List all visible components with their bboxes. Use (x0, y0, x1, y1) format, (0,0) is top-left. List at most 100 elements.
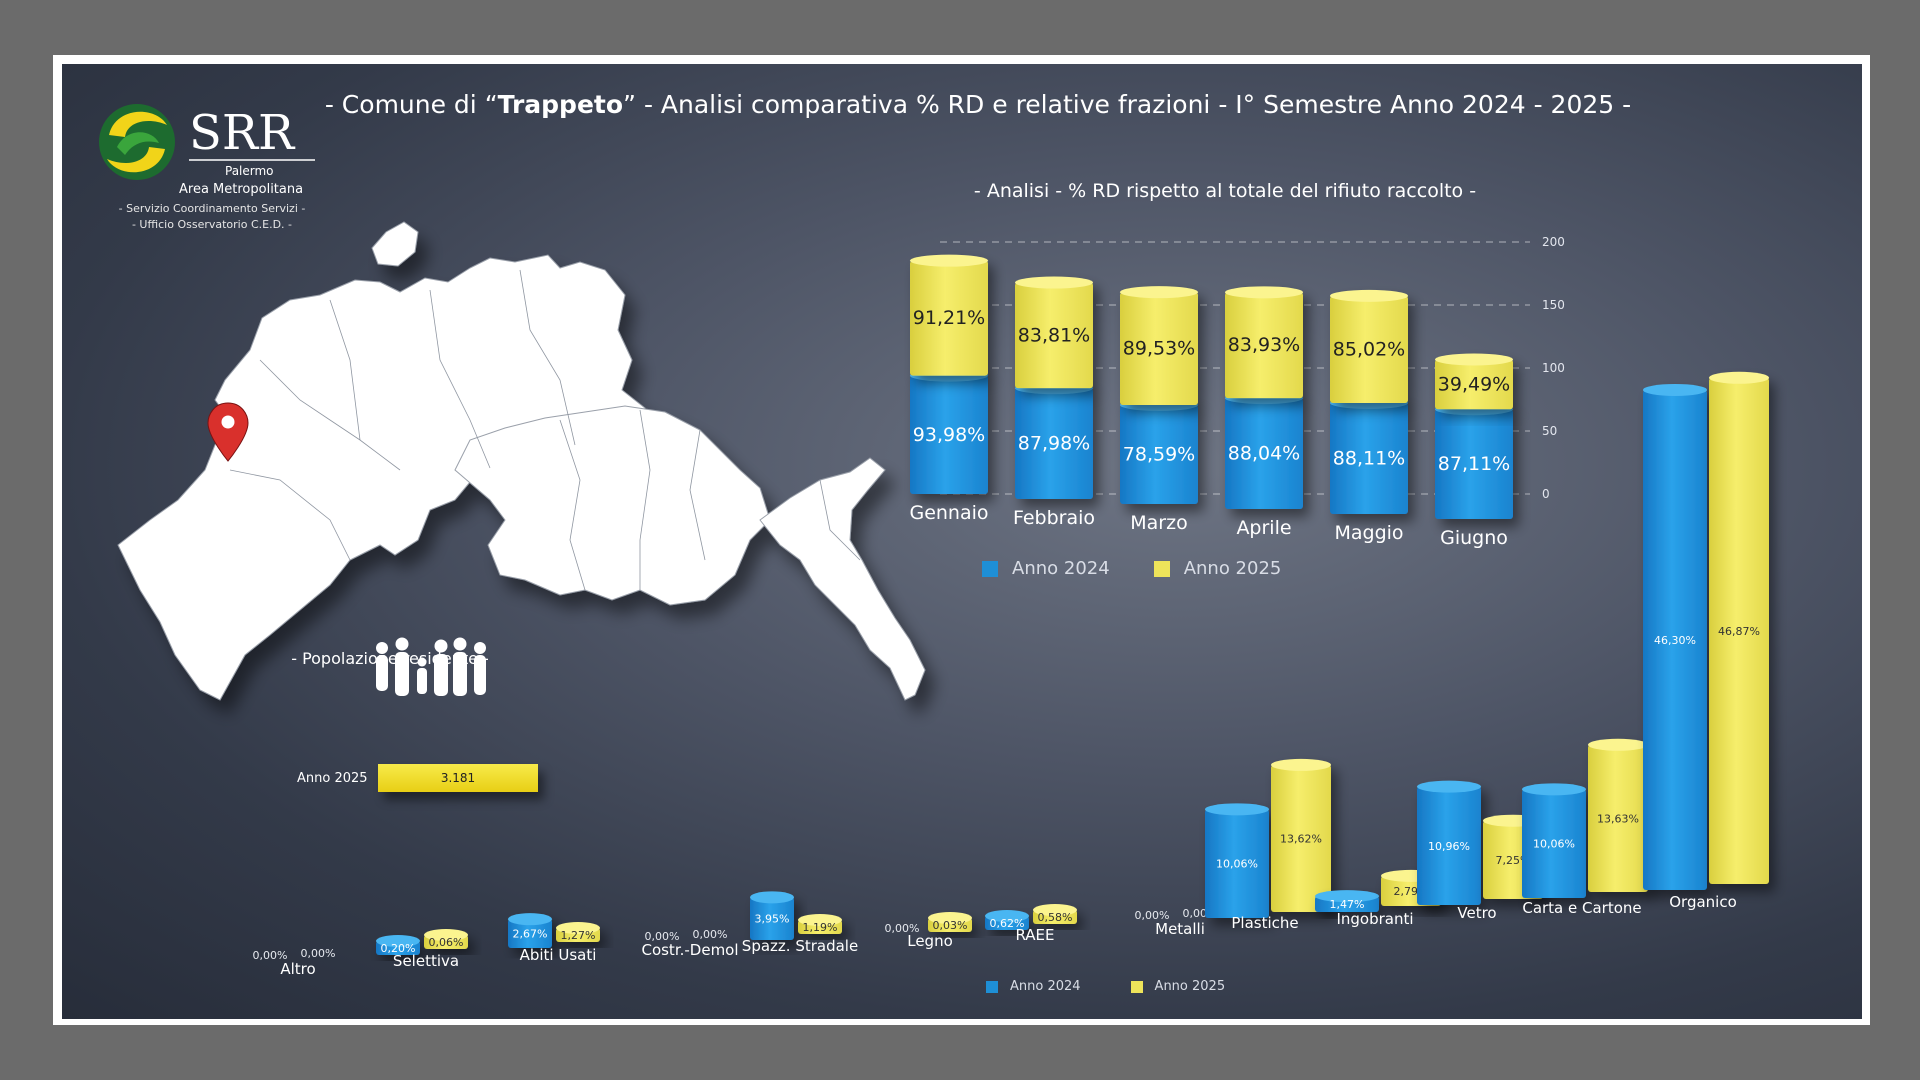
bar-2025-face (1271, 764, 1331, 912)
x-tick-label: Gennaio (909, 502, 988, 524)
population-year: Anno 2025 (297, 771, 368, 786)
map-pin-icon (207, 402, 249, 462)
rd-stacked-chart: 0 50 100 150 200 93,98% 91,21% Gennaio 87,98% 83,… (909, 235, 1564, 549)
srr-logo-icon: SRR Palermo Area Metropolitana (99, 104, 315, 197)
x-tick-label: Organico (1669, 893, 1737, 911)
y-tick-label: 150 (1542, 298, 1565, 312)
x-tick-label: Carta e Cartone (1522, 899, 1641, 917)
bar-2025 (1709, 371, 1769, 884)
bar-2025-top (910, 254, 988, 267)
data-label-2025: 91,21% (913, 307, 985, 329)
data-label-2025: 0,00% (693, 928, 728, 941)
bar-2024 (376, 935, 420, 955)
bar-2024-face (1417, 786, 1481, 905)
legend-swatch-2024 (986, 980, 998, 993)
data-label-2024: 10,06% (1533, 838, 1575, 851)
data-label-2024: 0,00% (645, 930, 680, 943)
data-label-2025: 1,27% (561, 929, 596, 942)
bar-2025 (1033, 904, 1077, 924)
bar-2025-face (1015, 282, 1093, 389)
y-tick-label: 50 (1542, 424, 1557, 438)
data-label-2025: 13,62% (1280, 832, 1322, 845)
bar-2024-face (1330, 402, 1408, 514)
legend-label-2025: Anno 2025 (1183, 558, 1282, 579)
bar-2024-face (750, 897, 794, 940)
data-label-2024: 1,47% (1330, 898, 1365, 911)
population-bar: 3.181 (378, 764, 538, 792)
rd-chart-title: - Analisi - % RD rispetto al totale del … (973, 180, 1477, 202)
fractions-legend: Anno 2024 Anno 2025 (986, 979, 1225, 994)
bar-2024-top (750, 891, 794, 904)
bar-2024-face (1522, 789, 1586, 898)
legend-swatch-2025 (1130, 980, 1143, 993)
bar-2025-top (1225, 286, 1303, 299)
title-town: Trappeto (497, 90, 624, 119)
x-tick-label: Abiti Usati (520, 946, 597, 964)
bar-2025-face (1709, 377, 1769, 884)
data-label-2024: 88,11% (1333, 447, 1405, 469)
bar-2025 (556, 922, 600, 942)
bar-2024 (985, 910, 1029, 930)
bar-2024-top (508, 913, 552, 926)
bar-2025 (1015, 276, 1093, 389)
data-label-2024: 10,06% (1216, 858, 1258, 871)
bar-2025-top (928, 912, 972, 924)
data-label-2025: 0,03% (933, 919, 968, 932)
bar-2025 (1225, 286, 1303, 399)
population-label: - Popolazione residente - (291, 649, 489, 668)
bar-2025-top (556, 922, 600, 934)
bar-2025-top (1271, 758, 1331, 771)
data-label-2024: 87,98% (1018, 433, 1090, 455)
map-west-region (117, 254, 646, 701)
data-label-2025: 1,19% (803, 921, 838, 934)
x-tick-label: Plastiche (1231, 914, 1298, 932)
map-north-island (371, 221, 419, 267)
logo-line2: Area Metropolitana (179, 182, 303, 197)
x-tick-label: Costr.-Demol (641, 941, 738, 959)
title-prefix: - Comune di “ (324, 90, 498, 119)
bar-2025 (1120, 286, 1198, 405)
bar-2025 (928, 912, 972, 932)
bar-2024 (1643, 383, 1707, 890)
bar-2025-face (1225, 292, 1303, 399)
data-label-2024: 87,11% (1438, 453, 1510, 475)
bar-2024-face (1225, 398, 1303, 509)
data-label-2025: 13,63% (1597, 812, 1639, 825)
bar-2025-top (1588, 738, 1648, 751)
y-tick-label: 200 (1542, 235, 1565, 249)
bar-2024 (750, 891, 794, 940)
data-label-2025: 85,02% (1333, 338, 1405, 360)
map-borders (229, 269, 861, 591)
bar-2024 (1417, 780, 1481, 905)
legend-swatch-2024 (982, 560, 998, 577)
bar-2024-face (1435, 409, 1513, 519)
logo-subtitle-1: - Servizio Coordinamento Servizi - (118, 202, 306, 215)
y-tick-label: 0 (1542, 487, 1550, 501)
title-suffix: ” - Analisi comparativa % RD e relative … (623, 90, 1632, 119)
bar-2024 (1315, 890, 1379, 912)
bar-2025-top (424, 929, 468, 941)
data-label-2025: 89,53% (1123, 338, 1195, 360)
data-label-2025: 46,87% (1718, 625, 1760, 638)
logo-line1: Palermo (225, 164, 274, 178)
rd-legend: Anno 2024 Anno 2025 (982, 558, 1281, 579)
data-label-2024: 0,00% (885, 922, 920, 935)
data-label-2025: 0,58% (1038, 911, 1073, 924)
bar-2025-top (1033, 904, 1077, 916)
bar-2024-top (985, 910, 1029, 922)
bar-2024-top (1643, 383, 1707, 396)
map-central-region (454, 405, 771, 606)
x-tick-label: Febbraio (1013, 507, 1095, 529)
data-label-2024: 46,30% (1654, 634, 1696, 647)
legend-swatch-2025 (1153, 560, 1170, 577)
x-tick-label: Metalli (1155, 920, 1205, 938)
bar-2025 (910, 254, 988, 376)
bar-2025 (1271, 758, 1331, 912)
data-label-2024: 78,59% (1123, 443, 1195, 465)
bar-2025-top (1709, 371, 1769, 384)
bar-2024-top (1315, 890, 1379, 903)
bar-2025-face (1435, 359, 1513, 410)
bar-2025-top (1015, 276, 1093, 289)
data-label-2025: 7,25% (1496, 854, 1531, 867)
